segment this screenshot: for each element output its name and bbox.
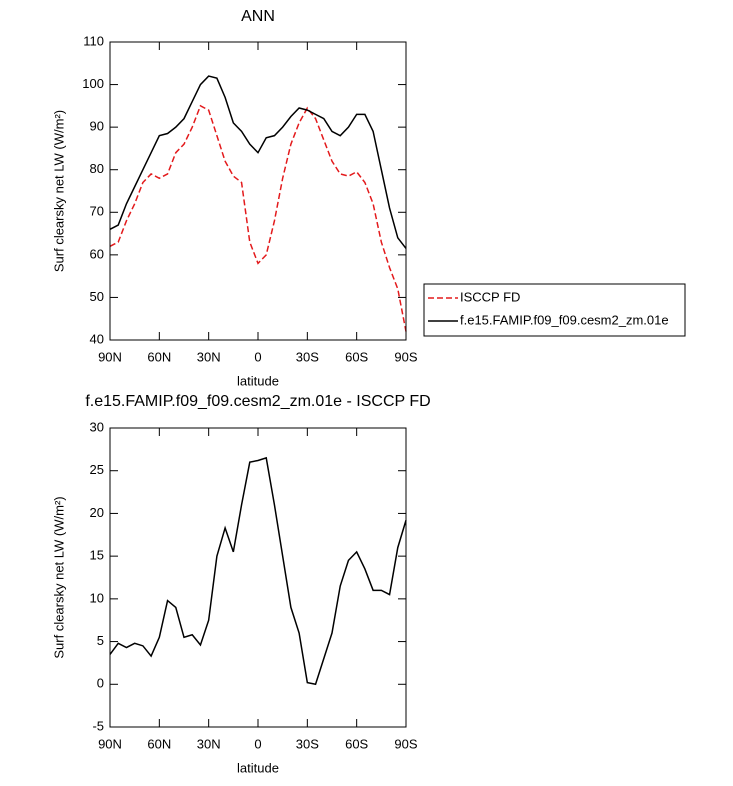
- chart-title: ANN: [241, 8, 275, 25]
- y-tick-label: 80: [90, 161, 104, 176]
- y-axis-title: Surf clearsky net LW (W/m²): [51, 496, 66, 658]
- y-tick-label: -5: [92, 718, 104, 733]
- y-axis-title: Surf clearsky net LW (W/m²): [51, 110, 66, 272]
- x-tick-label: 30S: [296, 349, 319, 364]
- x-tick-label: 60S: [345, 736, 368, 751]
- y-tick-label: 0: [97, 676, 104, 691]
- y-tick-label: 15: [90, 548, 104, 563]
- y-tick-label: 10: [90, 590, 104, 605]
- data-line: [109, 75, 407, 249]
- legend-box: [423, 283, 686, 337]
- y-tick-label: 5: [97, 633, 104, 648]
- y-tick-label: 70: [90, 204, 104, 219]
- x-tick-label: 90N: [98, 736, 122, 751]
- y-tick-label: 90: [90, 119, 104, 134]
- legend-label: ISCCP FD: [460, 289, 520, 304]
- chart-title: f.e15.FAMIP.f09_f09.cesm2_zm.01e - ISCCP…: [85, 393, 430, 410]
- x-tick-label: 30N: [197, 349, 221, 364]
- x-tick-label: 60S: [345, 349, 368, 364]
- y-tick-label: 20: [90, 505, 104, 520]
- y-tick-label: 50: [90, 289, 104, 304]
- x-tick-label: 30S: [296, 736, 319, 751]
- legend-label: f.e15.FAMIP.f09_f09.cesm2_zm.01e: [460, 312, 669, 327]
- x-axis-title: latitude: [237, 760, 279, 775]
- data-line: [109, 456, 407, 686]
- y-tick-label: 30: [90, 419, 104, 434]
- y-tick-label: 100: [82, 76, 104, 91]
- x-tick-label: 90S: [394, 736, 417, 751]
- plot-frame: [109, 427, 407, 728]
- x-tick-label: 0: [254, 349, 261, 364]
- x-tick-label: 30N: [197, 736, 221, 751]
- data-line: [109, 104, 407, 332]
- y-tick-label: 25: [90, 462, 104, 477]
- x-tick-label: 60N: [147, 736, 171, 751]
- x-axis-title: latitude: [237, 373, 279, 388]
- y-tick-label: 60: [90, 246, 104, 261]
- x-tick-label: 90S: [394, 349, 417, 364]
- x-tick-label: 60N: [147, 349, 171, 364]
- x-tick-label: 0: [254, 736, 261, 751]
- y-tick-label: 40: [90, 331, 104, 346]
- y-tick-label: 110: [83, 33, 104, 48]
- x-tick-label: 90N: [98, 349, 122, 364]
- plot-frame: [109, 41, 407, 341]
